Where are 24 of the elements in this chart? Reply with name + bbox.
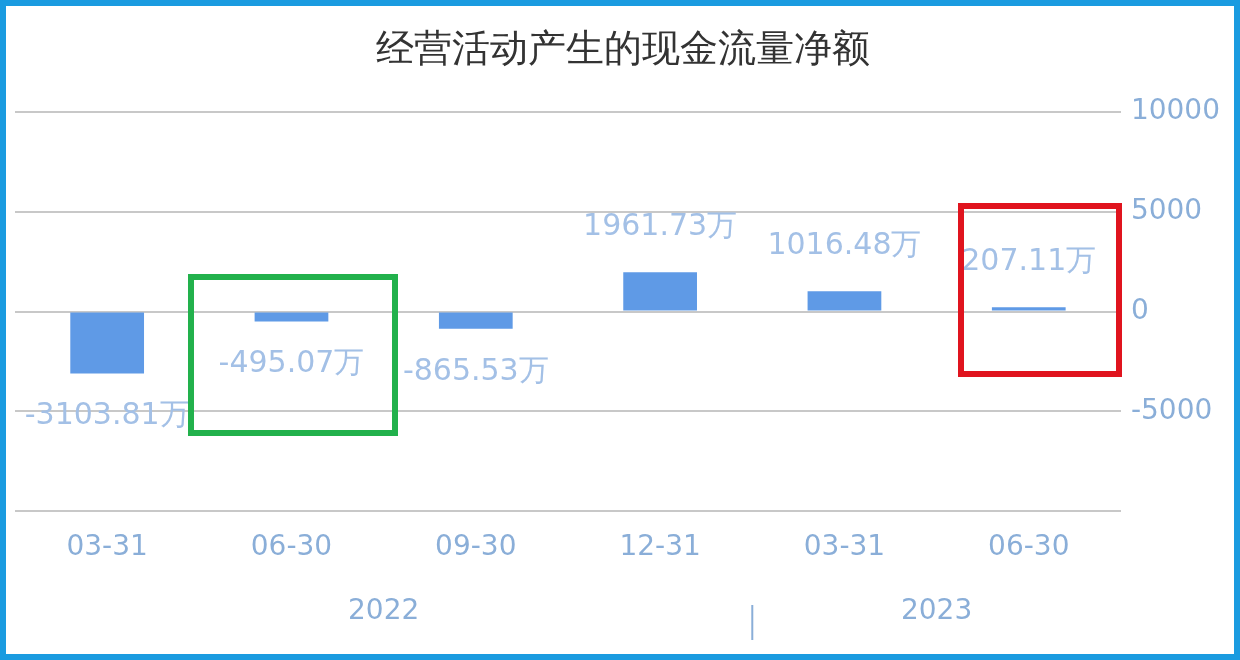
data-label: -495.07万 xyxy=(218,344,365,380)
bar xyxy=(623,272,697,311)
text: 2023 xyxy=(900,593,973,627)
data-label: 207.11万 xyxy=(961,242,1097,278)
y-tick-label: -5000 xyxy=(1130,392,1213,426)
bar xyxy=(70,312,145,374)
chart-title: 经营活动产生的现金流量净额 xyxy=(375,25,870,70)
bar xyxy=(991,307,1066,311)
y-tick-label: 5000 xyxy=(1130,192,1203,226)
bar xyxy=(438,312,513,329)
data-label: -865.53万 xyxy=(402,351,549,387)
text: 2022 xyxy=(348,593,420,627)
x-tick-label: 06-30 xyxy=(988,529,1070,563)
x-tick-label: 06-30 xyxy=(250,529,333,563)
data-label: 1016.48万 xyxy=(767,225,922,261)
y-tick-label: 10000 xyxy=(1130,92,1221,126)
y-tick-label: 0 xyxy=(1130,292,1149,326)
x-tick-label: 09-30 xyxy=(435,529,517,563)
x-tick-label: 03-31 xyxy=(66,529,148,563)
x-tick-label: 12-31 xyxy=(619,529,701,563)
x-tick-label: 03-31 xyxy=(803,529,886,563)
data-label: -3103.81万 xyxy=(24,396,190,432)
data-label: 1961.73万 xyxy=(583,207,738,243)
bar xyxy=(807,291,882,311)
